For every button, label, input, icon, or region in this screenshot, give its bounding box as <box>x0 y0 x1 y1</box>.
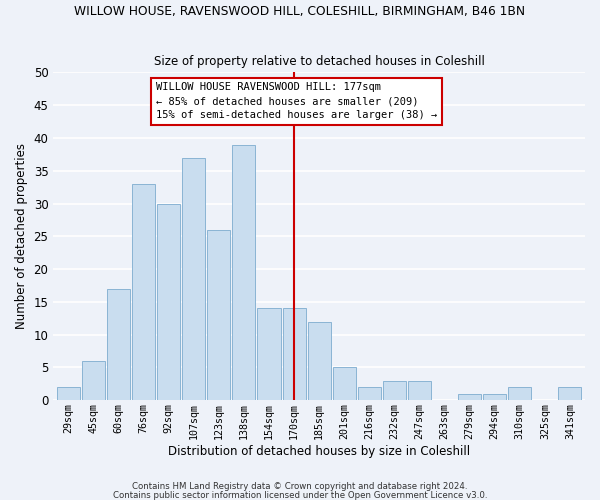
Bar <box>383 380 406 400</box>
Bar <box>283 308 305 400</box>
Title: Size of property relative to detached houses in Coleshill: Size of property relative to detached ho… <box>154 56 485 68</box>
Bar <box>157 204 180 400</box>
Y-axis label: Number of detached properties: Number of detached properties <box>15 144 28 330</box>
Bar <box>257 308 281 400</box>
Text: Contains public sector information licensed under the Open Government Licence v3: Contains public sector information licen… <box>113 490 487 500</box>
Bar <box>82 361 105 400</box>
Bar <box>508 387 532 400</box>
Text: WILLOW HOUSE RAVENSWOOD HILL: 177sqm
← 85% of detached houses are smaller (209)
: WILLOW HOUSE RAVENSWOOD HILL: 177sqm ← 8… <box>156 82 437 120</box>
Bar <box>408 380 431 400</box>
Bar <box>232 144 256 400</box>
Bar <box>332 368 356 400</box>
Bar <box>57 387 80 400</box>
Bar <box>182 158 205 400</box>
Bar <box>107 288 130 400</box>
Bar <box>132 184 155 400</box>
Bar <box>207 230 230 400</box>
Bar <box>308 322 331 400</box>
Text: Contains HM Land Registry data © Crown copyright and database right 2024.: Contains HM Land Registry data © Crown c… <box>132 482 468 491</box>
Bar <box>559 387 581 400</box>
Text: WILLOW HOUSE, RAVENSWOOD HILL, COLESHILL, BIRMINGHAM, B46 1BN: WILLOW HOUSE, RAVENSWOOD HILL, COLESHILL… <box>74 5 526 18</box>
Bar <box>483 394 506 400</box>
Bar <box>458 394 481 400</box>
Bar <box>358 387 381 400</box>
X-axis label: Distribution of detached houses by size in Coleshill: Distribution of detached houses by size … <box>168 444 470 458</box>
